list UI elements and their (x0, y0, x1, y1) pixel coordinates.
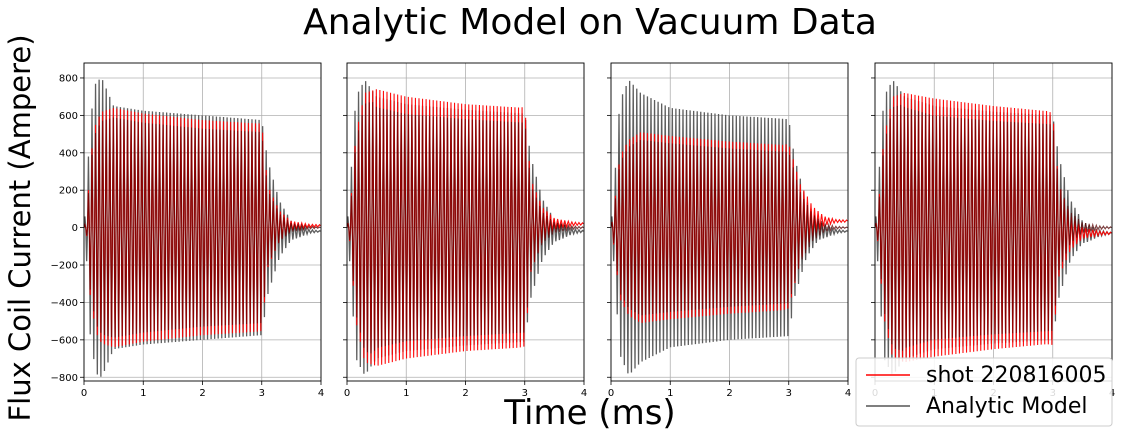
legend: shot 220816005 Analytic Model (855, 357, 1113, 427)
y-tick-label: 0 (72, 223, 78, 234)
x-tick-label: 4 (845, 388, 851, 399)
figure-title: Analytic Model on Vacuum Data (303, 2, 877, 43)
series-overlap-line (875, 104, 1112, 351)
x-tick-label: 3 (522, 388, 528, 399)
x-tick-label: 2 (199, 388, 205, 399)
y-tick-label: 400 (59, 148, 78, 159)
x-tick-label: 1 (403, 388, 409, 399)
y-tick-label: 200 (59, 186, 78, 197)
panel-2: 0 1 2 3 4 (343, 62, 587, 399)
x-tick-label: 4 (581, 388, 587, 399)
y-tick-label: −800 (51, 373, 78, 384)
legend-label-model: Analytic Model (926, 394, 1088, 419)
x-tick-label: 0 (81, 388, 87, 399)
panel-3: 0 1 2 3 4 (607, 62, 851, 399)
legend-label-shot: shot 220816005 (926, 363, 1106, 388)
plot-area (84, 79, 321, 377)
y-tick-label: −600 (51, 335, 78, 346)
panel-1: 0 1 2 3 4 800 600 400 200 0 −200 −400 −600 −800 (51, 62, 324, 399)
x-axis-label: Time (ms) (503, 393, 675, 433)
series-overlap-line (84, 117, 321, 338)
series-overlap-line (611, 140, 848, 316)
x-tick-label: 4 (318, 388, 324, 399)
x-tick-label: 2 (726, 388, 732, 399)
plot-area (611, 80, 848, 374)
x-tick-label: 0 (608, 388, 614, 399)
y-axis-label: Flux Coil Current (Ampere) (3, 34, 37, 421)
y-tick-label: 600 (59, 111, 78, 122)
series-overlap-line (347, 102, 584, 354)
legend-box (855, 357, 1113, 427)
x-tick-label: 2 (462, 388, 468, 399)
x-tick-label: 0 (344, 388, 350, 399)
x-tick-label: 3 (259, 388, 265, 399)
y-tick-label: −200 (51, 261, 78, 272)
x-tick-label: 1 (140, 388, 146, 399)
plot-area (347, 81, 584, 374)
plot-area (875, 81, 1112, 374)
x-tick-label: 3 (786, 388, 792, 399)
y-tick-label: 800 (59, 73, 78, 84)
y-tick-label: −400 (51, 298, 78, 309)
x-tick-label: 1 (667, 388, 673, 399)
